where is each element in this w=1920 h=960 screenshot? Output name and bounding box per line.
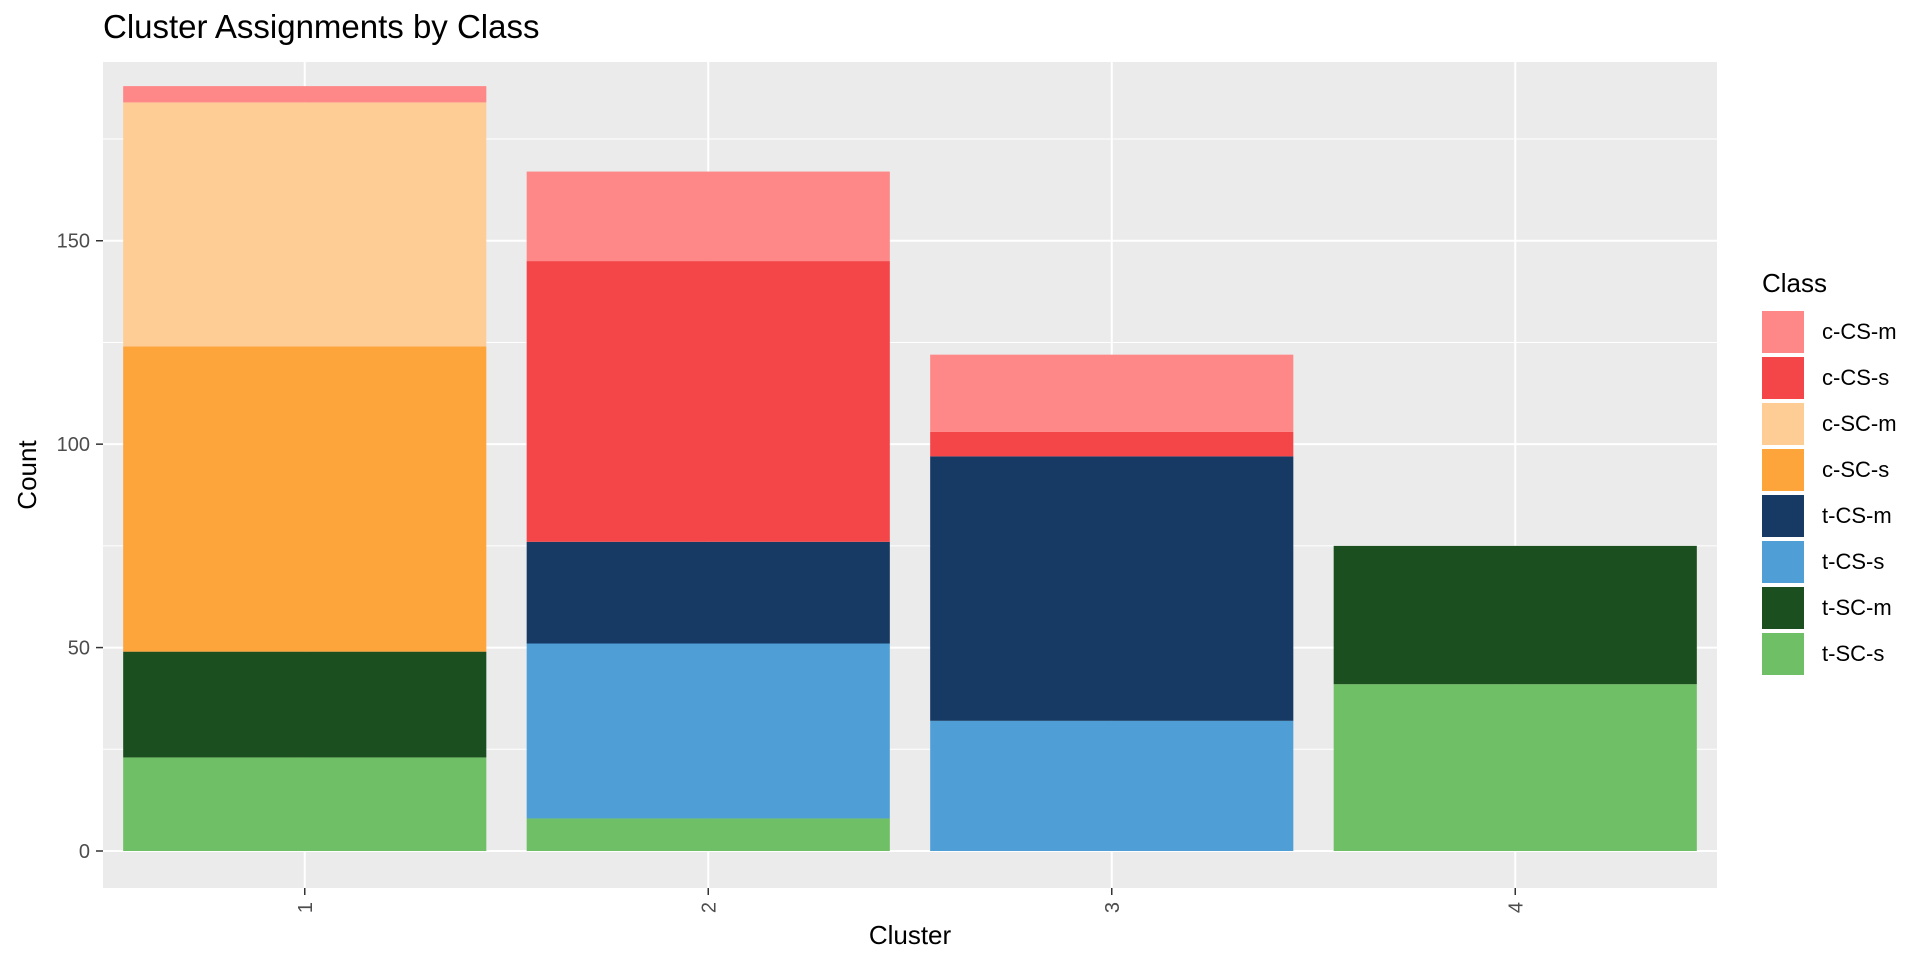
legend-item-t-SC-m: t-SC-m	[1762, 585, 1897, 631]
chart-title: Cluster Assignments by Class	[103, 8, 540, 45]
y-axis-title: Count	[12, 440, 42, 510]
legend-label: c-SC-s	[1822, 457, 1890, 482]
legend-label: t-SC-m	[1822, 595, 1892, 620]
legend-label: c-CS-s	[1822, 365, 1890, 390]
y-tick-label: 0	[79, 841, 90, 863]
bar-segment-t-SC-s-cluster-1	[123, 757, 487, 851]
bar-segment-c-SC-s-cluster-1	[123, 346, 487, 652]
bar-segment-t-CS-m-cluster-3	[930, 456, 1294, 721]
bar-segment-c-CS-m-cluster-3	[930, 354, 1294, 432]
y-tick-label: 150	[57, 231, 90, 253]
bar-segment-t-SC-m-cluster-1	[123, 651, 487, 758]
legend-label: t-SC-s	[1822, 641, 1885, 666]
legend-swatch	[1762, 541, 1804, 583]
legend-item-t-CS-s: t-CS-s	[1762, 539, 1897, 585]
legend-item-c-CS-s: c-CS-s	[1762, 355, 1897, 401]
legend: Class c-CS-m c-CS-s c-SC-m c-SC-s t-CS-m t-CS…	[1762, 268, 1897, 677]
y-tick-label: 100	[57, 434, 90, 456]
legend-swatch	[1762, 403, 1804, 445]
bar-segment-c-CS-m-cluster-1	[123, 86, 487, 103]
bar-segment-t-CS-s-cluster-2	[526, 643, 890, 819]
bar-segment-c-CS-m-cluster-2	[526, 171, 890, 262]
legend-item-c-CS-m: c-CS-m	[1762, 309, 1897, 355]
legend-label: t-CS-m	[1822, 503, 1892, 528]
legend-title: Class	[1762, 268, 1828, 298]
x-tick-label: 2	[698, 902, 720, 913]
legend-swatch	[1762, 449, 1804, 491]
legend-label: c-CS-m	[1822, 319, 1897, 344]
bar-segment-t-CS-s-cluster-3	[930, 720, 1294, 851]
legend-swatch	[1762, 357, 1804, 399]
legend-item-c-SC-s: c-SC-s	[1762, 447, 1897, 493]
legend-label: c-SC-m	[1822, 411, 1897, 436]
bar-segment-t-SC-s-cluster-2	[526, 818, 890, 851]
legend-items: c-CS-m c-CS-s c-SC-m c-SC-s t-CS-m t-CS-s t-SC…	[1762, 309, 1897, 677]
bar-segment-c-CS-s-cluster-2	[526, 261, 890, 542]
legend-swatch	[1762, 633, 1804, 675]
legend-swatch	[1762, 587, 1804, 629]
y-tick-label: 50	[68, 638, 90, 660]
legend-swatch	[1762, 311, 1804, 353]
legend-item-t-SC-s: t-SC-s	[1762, 631, 1897, 677]
bar-segment-c-CS-s-cluster-3	[930, 431, 1294, 457]
x-tick-label: 1	[295, 902, 317, 913]
legend-label: t-CS-s	[1822, 549, 1885, 574]
bar-segment-c-SC-m-cluster-1	[123, 102, 487, 347]
legend-item-t-CS-m: t-CS-m	[1762, 493, 1897, 539]
bar-segment-t-SC-s-cluster-4	[1333, 684, 1697, 851]
x-tick-label: 4	[1505, 902, 1527, 913]
legend-item-c-SC-m: c-SC-m	[1762, 401, 1897, 447]
x-axis-title: Cluster	[869, 920, 952, 950]
bar-segment-t-SC-m-cluster-4	[1333, 545, 1697, 685]
legend-swatch	[1762, 495, 1804, 537]
bar-segment-t-CS-m-cluster-2	[526, 541, 890, 644]
x-tick-label: 3	[1102, 902, 1124, 913]
